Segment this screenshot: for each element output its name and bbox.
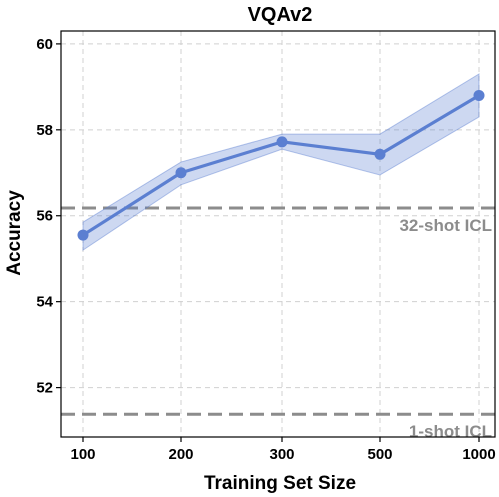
grid [61, 31, 495, 437]
confidence-band-area [82, 73, 480, 252]
y-tick-label: 52 [36, 380, 53, 397]
data-point [374, 148, 386, 160]
reference-line-label: 32-shot ICL [399, 216, 492, 235]
y-tick-label: 54 [36, 294, 53, 311]
series [77, 89, 485, 241]
x-tick-label: 300 [269, 446, 294, 463]
x-tick-label: 200 [168, 446, 193, 463]
y-tick-label: 58 [36, 122, 53, 139]
plot-frame [60, 30, 496, 438]
x-axis-label: Training Set Size [204, 473, 356, 494]
x-tick-label: 500 [367, 446, 392, 463]
chart-title: VQAv2 [248, 4, 313, 26]
x-tick-label: 100 [70, 446, 95, 463]
y-tick-label: 60 [36, 36, 53, 53]
x-tick-label: 1000 [462, 446, 495, 463]
data-point [473, 89, 485, 101]
data-point [276, 136, 288, 148]
data-point [175, 167, 187, 179]
confidence-band [82, 73, 480, 252]
y-tick-label: 56 [36, 208, 53, 225]
data-point [77, 229, 89, 241]
tick-labels: 100 200 300 500 1000 52 54 56 58 60 [36, 36, 495, 463]
y-axis-label: Accuracy [4, 190, 25, 276]
